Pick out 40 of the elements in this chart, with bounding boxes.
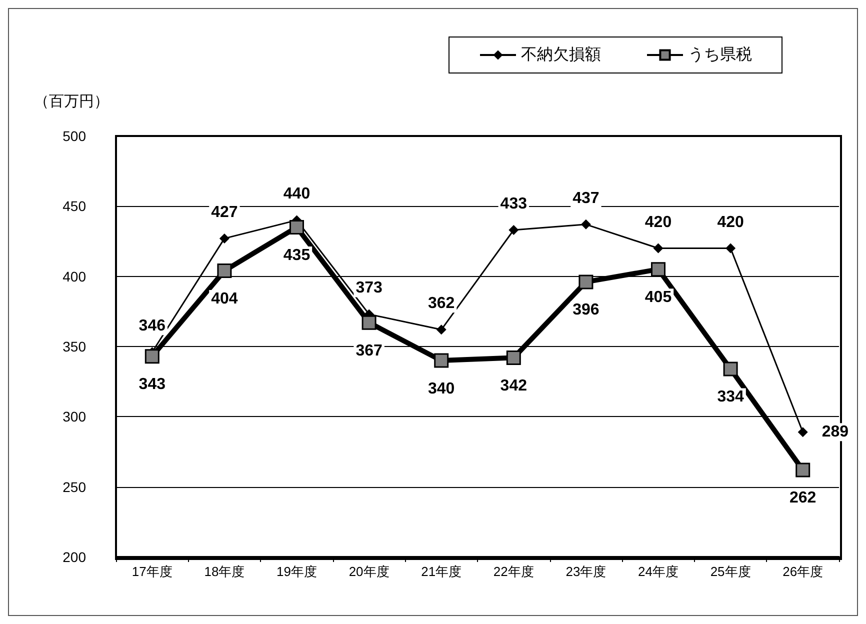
- data-label: 343: [138, 376, 166, 394]
- data-label: 404: [211, 290, 238, 308]
- data-label: 362: [428, 295, 455, 312]
- y-tick-label: 500: [62, 128, 86, 144]
- y-tick-label: 300: [62, 408, 86, 425]
- y-tick-label: 200: [62, 549, 86, 565]
- legend-label: 不納欠損額: [521, 46, 601, 64]
- data-label: 334: [717, 388, 744, 406]
- y-axis-title: （百万円）: [34, 93, 109, 110]
- x-tick-label: 24年度: [638, 564, 678, 579]
- data-label: 420: [717, 214, 744, 231]
- y-tick-label: 250: [62, 478, 86, 495]
- x-tick-label: 21年度: [421, 564, 462, 579]
- x-tick-label: 25年度: [710, 564, 751, 579]
- x-tick-label: 20年度: [348, 564, 390, 579]
- x-tick-label: 26年度: [782, 564, 824, 579]
- data-label: 437: [572, 190, 600, 207]
- data-label: 427: [211, 204, 238, 221]
- data-label: 346: [138, 318, 166, 335]
- data-label: 373: [356, 280, 382, 297]
- data-label: 396: [572, 302, 600, 319]
- y-tick-label: 400: [62, 268, 86, 284]
- data-label: 289: [822, 424, 849, 441]
- data-label: 440: [283, 186, 310, 203]
- data-label: 367: [356, 342, 382, 360]
- x-tick-label: 19年度: [276, 564, 317, 579]
- data-label: 433: [500, 196, 528, 213]
- x-tick-label: 23年度: [566, 564, 606, 579]
- legend-label: うち県税: [688, 46, 752, 64]
- data-label: 340: [428, 380, 455, 398]
- x-tick-label: 17年度: [132, 564, 172, 579]
- x-tick-label: 18年度: [204, 564, 245, 579]
- data-label: 342: [500, 377, 528, 394]
- data-label: 435: [283, 246, 310, 264]
- y-tick-label: 450: [62, 198, 86, 214]
- x-tick-label: 22年度: [493, 564, 534, 579]
- data-label: 262: [790, 490, 816, 507]
- y-tick-label: 350: [62, 338, 86, 354]
- data-label: 420: [644, 214, 672, 231]
- data-label: 405: [644, 289, 672, 306]
